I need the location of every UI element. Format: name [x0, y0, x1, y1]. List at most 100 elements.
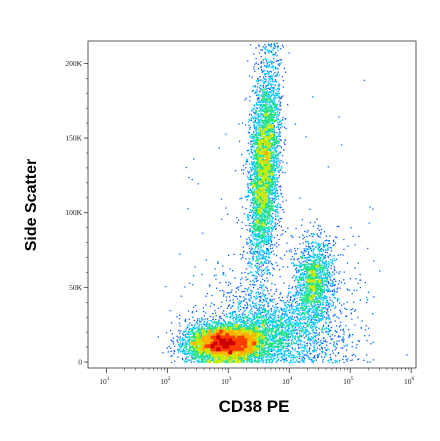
event-dot — [275, 188, 278, 190]
event-dot — [339, 329, 342, 331]
event-dot — [253, 104, 256, 106]
event-dot — [263, 78, 265, 80]
event-dot — [265, 85, 267, 87]
event-dot — [315, 359, 317, 361]
event-dot — [329, 253, 331, 256]
event-dot — [300, 279, 302, 282]
event-dot — [273, 356, 275, 358]
event-dot — [323, 324, 325, 326]
event-dot — [273, 159, 276, 162]
event-dot — [272, 83, 274, 86]
event-dot — [283, 339, 285, 341]
event-dot — [333, 314, 335, 317]
event-dot — [193, 319, 195, 321]
event-dot — [194, 266, 196, 268]
event-dot — [249, 222, 251, 224]
event-dot — [330, 247, 332, 249]
event-dot — [351, 346, 353, 348]
event-dot — [291, 336, 294, 338]
event-dot — [253, 117, 255, 119]
event-dot — [270, 85, 272, 87]
event-dot — [285, 308, 287, 310]
event-dot — [329, 296, 331, 299]
event-dot — [280, 352, 282, 355]
event-dot — [211, 359, 213, 361]
event-dot — [276, 136, 278, 138]
event-dot — [217, 321, 219, 323]
event-dot — [262, 245, 264, 247]
event-dot — [320, 318, 322, 320]
event-dot — [294, 247, 296, 250]
event-dot — [341, 304, 343, 306]
event-dot — [284, 354, 287, 356]
event-dot — [275, 60, 277, 62]
event-dot — [329, 235, 331, 237]
event-dot — [295, 305, 297, 308]
event-dot — [254, 138, 256, 141]
event-dot — [268, 50, 270, 52]
event-dot — [269, 50, 271, 53]
event-dot — [301, 309, 303, 311]
event-dot — [220, 198, 223, 200]
event-dot — [277, 145, 280, 147]
event-dot — [288, 309, 290, 312]
event-dot — [263, 83, 265, 85]
event-dot — [279, 221, 281, 223]
event-dot — [298, 309, 300, 312]
event-dot — [262, 88, 264, 90]
event-dot — [225, 207, 227, 209]
event-dot — [326, 304, 328, 306]
event-dot — [367, 291, 370, 293]
event-dot — [267, 280, 269, 282]
event-dot — [307, 293, 310, 295]
event-dot — [275, 313, 277, 315]
event-dot — [252, 144, 254, 146]
event-dot — [291, 339, 293, 341]
event-dot — [256, 86, 259, 88]
event-dot — [262, 298, 264, 301]
event-dot — [319, 272, 321, 274]
event-dot — [321, 261, 324, 263]
event-dot — [265, 131, 268, 133]
event-dot — [274, 98, 276, 100]
event-dot — [284, 351, 286, 353]
event-dot — [273, 340, 276, 342]
event-dot — [325, 322, 327, 324]
event-dot — [334, 297, 336, 299]
event-dot — [257, 223, 259, 225]
event-dot — [338, 326, 341, 328]
event-dot — [301, 323, 304, 325]
event-dot — [255, 238, 257, 240]
event-dot — [306, 330, 308, 332]
event-dot — [309, 293, 311, 295]
event-dot — [267, 238, 269, 240]
event-dot — [273, 293, 275, 295]
event-dot — [323, 356, 325, 358]
event-dot — [257, 147, 259, 149]
event-dot — [262, 290, 264, 292]
event-dot — [269, 317, 271, 319]
event-dot — [246, 306, 249, 309]
event-dot — [319, 270, 321, 272]
event-dot — [257, 113, 260, 116]
event-dot — [265, 313, 267, 315]
event-dot — [267, 92, 269, 94]
event-dot — [260, 261, 263, 263]
event-dot — [301, 355, 303, 358]
event-dot — [251, 311, 253, 313]
event-dot — [258, 137, 260, 139]
event-dot — [257, 203, 259, 205]
event-dot — [270, 320, 272, 322]
event-dot — [330, 338, 332, 340]
event-dot — [277, 347, 279, 349]
event-dot — [305, 288, 307, 290]
event-dot — [248, 190, 250, 193]
event-dot — [286, 242, 288, 244]
event-dot — [310, 242, 313, 244]
event-dot — [368, 327, 370, 329]
event-dot — [327, 275, 330, 277]
event-dot — [318, 246, 321, 249]
event-dot — [276, 146, 278, 148]
event-dot — [295, 288, 297, 290]
event-dot — [192, 354, 194, 356]
